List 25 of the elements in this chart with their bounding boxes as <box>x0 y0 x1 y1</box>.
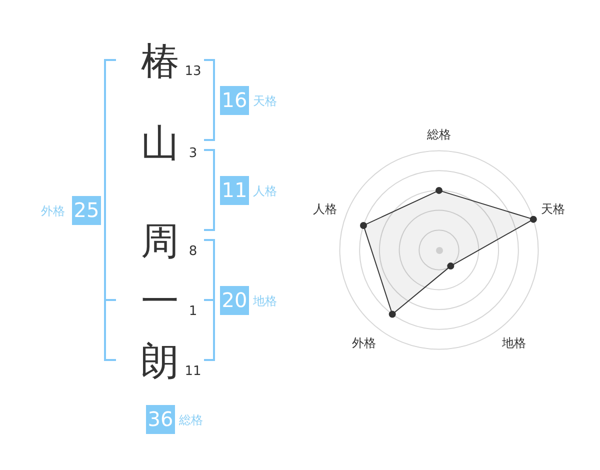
data-label: 11 <box>220 176 249 205</box>
data-label: 3 <box>188 146 198 161</box>
category-label: 椿 <box>140 39 180 83</box>
data-label: 1 <box>188 304 198 319</box>
spoke-label: 天格 <box>541 202 565 216</box>
category-label: 地格 <box>253 294 277 308</box>
spoke-label: 人格 <box>313 202 337 216</box>
data-label: 25 <box>72 196 101 225</box>
category-label: 周 <box>140 219 180 263</box>
data-label: 36 <box>146 405 175 434</box>
category-label: 外格 <box>41 204 65 218</box>
data-label: 8 <box>188 244 198 259</box>
category-label: 一 <box>140 279 180 323</box>
category-label: 人格 <box>253 184 277 198</box>
data-label: 20 <box>220 286 249 315</box>
category-label: 総格 <box>179 413 203 427</box>
category-label: 天格 <box>253 94 277 108</box>
spoke-label: 外格 <box>352 336 376 350</box>
spoke-label: 総格 <box>426 128 451 142</box>
spoke-label: 地格 <box>501 336 526 350</box>
data-label: 11 <box>184 364 202 379</box>
category-label: 朗 <box>140 339 180 383</box>
data-label: 16 <box>220 86 249 115</box>
category-label: 山 <box>140 121 180 165</box>
data-label: 13 <box>184 64 202 79</box>
